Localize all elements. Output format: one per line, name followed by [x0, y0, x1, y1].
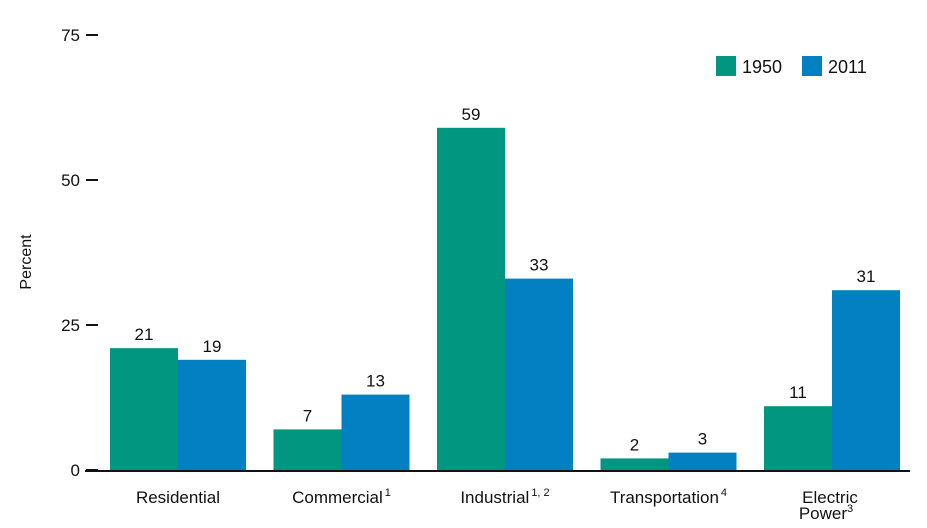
legend-label-2011: 2011: [828, 57, 867, 77]
data-label: 59: [462, 105, 481, 124]
x-tick-label: Residential: [136, 488, 220, 507]
data-label: 7: [303, 406, 312, 425]
bar-2011: [178, 359, 246, 470]
data-label: 11: [789, 383, 807, 402]
legend-swatch-1950: [716, 56, 736, 76]
data-label: 19: [203, 337, 222, 356]
data-label: 31: [857, 267, 876, 286]
bar-1950: [110, 348, 178, 470]
x-tick-label: Transportation 4: [610, 487, 727, 507]
data-label: 2: [630, 435, 639, 454]
bar-1950: [437, 127, 505, 471]
bar-2011: [832, 290, 900, 470]
bar-1950: [764, 406, 832, 470]
y-tick-label: 75: [61, 26, 80, 45]
y-axis: 0 25 50 75: [61, 26, 98, 480]
bars: 21 19 7 13 59 33 2 3 11 31: [110, 105, 900, 471]
y-tick-label: 25: [61, 316, 80, 335]
bar-2011: [341, 394, 410, 470]
data-label: 21: [135, 325, 154, 344]
data-label: 33: [530, 256, 549, 275]
data-label: 3: [698, 430, 707, 449]
x-tick-label: Industrial 1, 2: [460, 487, 549, 507]
x-tick-label: Power3: [799, 503, 853, 523]
y-tick-label: 0: [71, 461, 80, 480]
x-tick-label: Commercial 1: [292, 487, 391, 507]
bar-1950: [600, 458, 669, 470]
x-tick-label: Electric: [802, 488, 858, 507]
bar-2011: [505, 278, 573, 470]
y-tick-label: 50: [61, 171, 80, 190]
bar-2011: [668, 452, 737, 470]
legend-swatch-2011: [802, 56, 822, 76]
legend: 1950 2011: [716, 56, 867, 77]
bar-1950: [273, 429, 342, 470]
x-axis-labels: Residential Commercial 1 Industrial 1, 2 Tran…: [136, 487, 858, 523]
y-axis-label: Percent: [18, 234, 35, 290]
legend-label-1950: 1950: [742, 57, 782, 77]
data-label: 13: [366, 372, 385, 391]
